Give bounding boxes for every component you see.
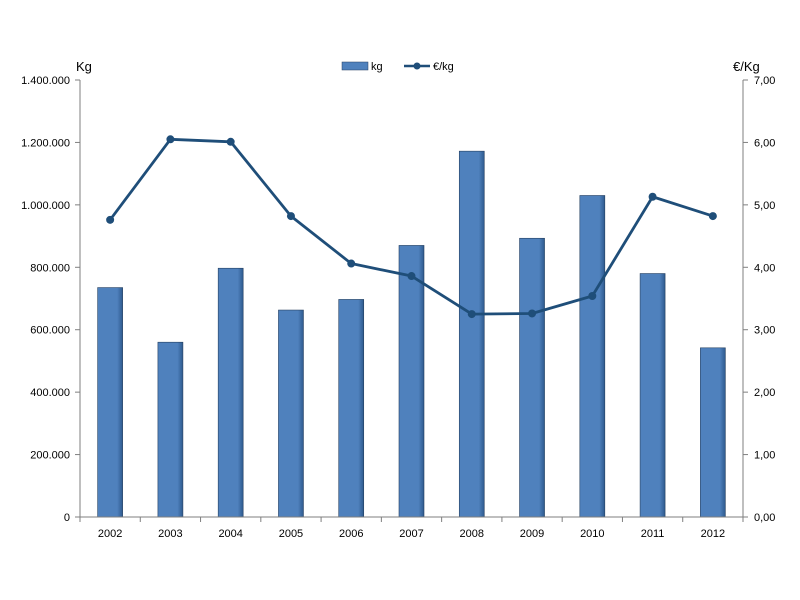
bar-2012 xyxy=(700,347,726,518)
left-tick-label: 800.000 xyxy=(30,262,70,274)
left-axis-label: Kg xyxy=(76,59,92,74)
x-tick-label-2009: 2009 xyxy=(520,528,544,540)
axes-layer xyxy=(79,80,744,518)
point-2006 xyxy=(347,259,356,268)
right-tick-label: 5,00 xyxy=(754,200,775,212)
left-tick-label: 0 xyxy=(64,512,70,524)
x-tick-label-2004: 2004 xyxy=(218,528,242,540)
point-2005 xyxy=(286,212,295,221)
x-tick-label-2007: 2007 xyxy=(399,528,423,540)
right-tick-label: 1,00 xyxy=(754,450,775,462)
right-tick-label: 2,00 xyxy=(754,387,775,399)
point-2011 xyxy=(648,192,657,201)
point-2010 xyxy=(588,292,597,301)
x-tick-label-2005: 2005 xyxy=(279,528,303,540)
right-tick-label: 4,00 xyxy=(754,262,775,274)
x-tick-label-2010: 2010 xyxy=(580,528,604,540)
legend-label-kg: kg xyxy=(371,61,383,73)
left-tick-label: 600.000 xyxy=(30,325,70,337)
bar-2007 xyxy=(398,245,425,518)
left-tick-label: 1.400.000 xyxy=(21,75,70,87)
right-axis-label: €/Kg xyxy=(733,59,760,74)
line-layer xyxy=(106,135,717,319)
bar-2002 xyxy=(97,287,123,518)
right-tick-label: 6,00 xyxy=(754,137,775,149)
x-tick-label-2006: 2006 xyxy=(339,528,363,540)
bar-2003 xyxy=(157,341,184,518)
left-axis-ticks: 0 200.000 400.000 600.000 800.000 1.000.000 1.… xyxy=(21,75,80,524)
x-tick-label-2003: 2003 xyxy=(158,528,182,540)
bar-2010 xyxy=(579,195,606,518)
right-tick-label: 0,00 xyxy=(754,512,775,524)
bar-2009 xyxy=(519,237,545,518)
bars-layer xyxy=(97,150,726,518)
x-tick-label-2008: 2008 xyxy=(460,528,484,540)
point-2012 xyxy=(708,212,717,221)
bar-2008 xyxy=(458,150,485,518)
legend-marker-line xyxy=(413,62,421,70)
right-tick-label: 3,00 xyxy=(754,325,775,337)
left-tick-label: 400.000 xyxy=(30,387,70,399)
point-2009 xyxy=(528,309,537,318)
point-2003 xyxy=(166,135,175,144)
left-tick-label: 200.000 xyxy=(30,450,70,462)
right-tick-label: 7,00 xyxy=(754,75,775,87)
bar-2011 xyxy=(639,273,666,518)
x-tick-label-2012: 2012 xyxy=(701,528,725,540)
right-axis-ticks: 0,00 1,00 2,00 3,00 4,00 5,00 6,00 7,00 xyxy=(743,75,775,524)
point-2008 xyxy=(467,310,476,319)
legend: kg €/kg xyxy=(341,61,454,73)
point-2007 xyxy=(407,272,416,281)
point-2002 xyxy=(106,215,115,224)
x-axis-ticks: 2002 2003 2004 2005 2006 2007 2008 2009 2010 2011… xyxy=(79,517,744,540)
bar-2004 xyxy=(217,267,244,518)
legend-swatch-kg xyxy=(341,61,369,71)
legend-label-eur-kg: €/kg xyxy=(433,61,454,73)
left-tick-label: 1.200.000 xyxy=(21,137,70,149)
x-tick-label-2002: 2002 xyxy=(98,528,122,540)
left-tick-label: 1.000.000 xyxy=(21,200,70,212)
x-tick-label-2011: 2011 xyxy=(641,528,665,540)
point-2004 xyxy=(226,137,235,146)
bar-2005 xyxy=(278,309,304,518)
bar-2006 xyxy=(338,299,365,518)
